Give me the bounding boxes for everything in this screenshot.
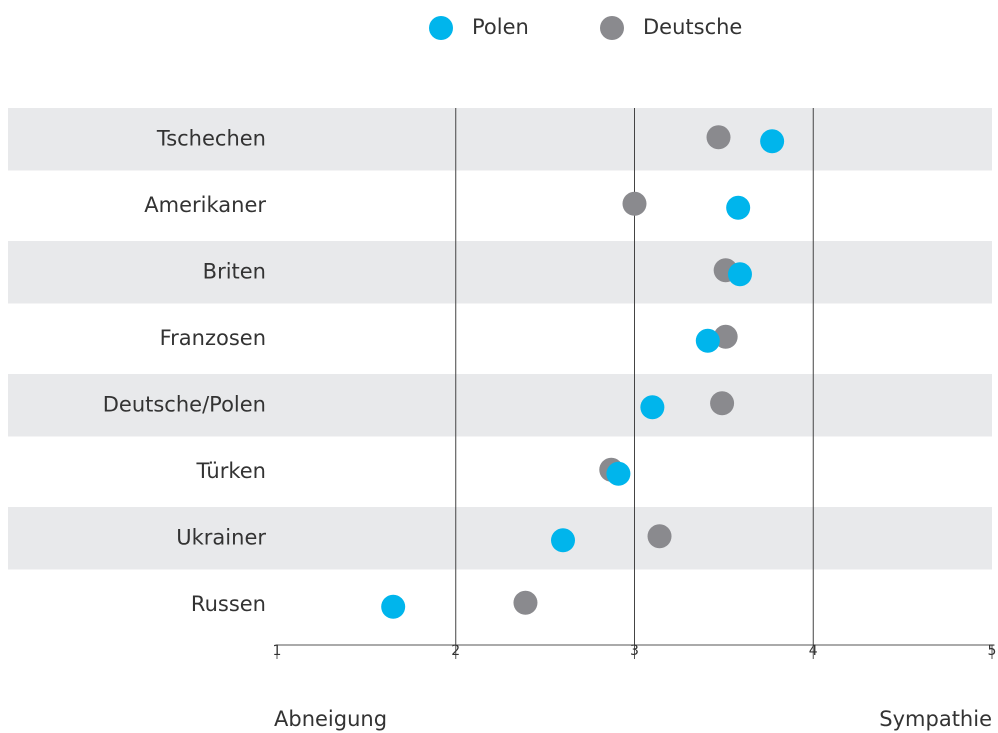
dot — [713, 324, 738, 349]
dot — [726, 195, 751, 220]
dot — [695, 328, 720, 353]
row-band — [8, 108, 992, 171]
row-band — [8, 241, 992, 304]
dot — [760, 129, 785, 154]
x-tick-label: 2 — [451, 643, 460, 659]
dot — [706, 125, 731, 150]
category-label: Amerikaner — [144, 193, 266, 217]
category-label: Briten — [203, 259, 266, 283]
dot — [640, 395, 665, 420]
x-tick-label: 5 — [988, 643, 997, 659]
dot — [513, 590, 538, 615]
dot — [606, 461, 631, 486]
dot — [727, 262, 752, 287]
dot — [710, 391, 735, 416]
dot — [381, 594, 406, 619]
row-band — [8, 374, 992, 437]
category-label: Franzosen — [160, 326, 266, 350]
legend-swatch — [429, 16, 453, 40]
category-label: Tschechen — [156, 126, 266, 150]
dot — [551, 528, 575, 553]
dot — [622, 191, 647, 216]
legend-label: Polen — [472, 15, 529, 39]
x-label-right: Sympathie — [879, 707, 992, 731]
x-label-left: Abneigung — [274, 707, 387, 731]
x-tick-label: 1 — [273, 643, 282, 659]
category-label: Deutsche/Polen — [103, 392, 266, 416]
x-tick-label: 4 — [809, 643, 818, 659]
dot — [647, 524, 672, 549]
category-label: Russen — [191, 592, 266, 616]
category-label: Ukrainer — [176, 525, 266, 549]
legend-swatch — [600, 16, 624, 40]
legend-label: Deutsche — [643, 15, 742, 39]
x-tick-label: 3 — [630, 643, 639, 659]
row-band — [8, 507, 992, 570]
category-label: Türken — [195, 459, 266, 483]
